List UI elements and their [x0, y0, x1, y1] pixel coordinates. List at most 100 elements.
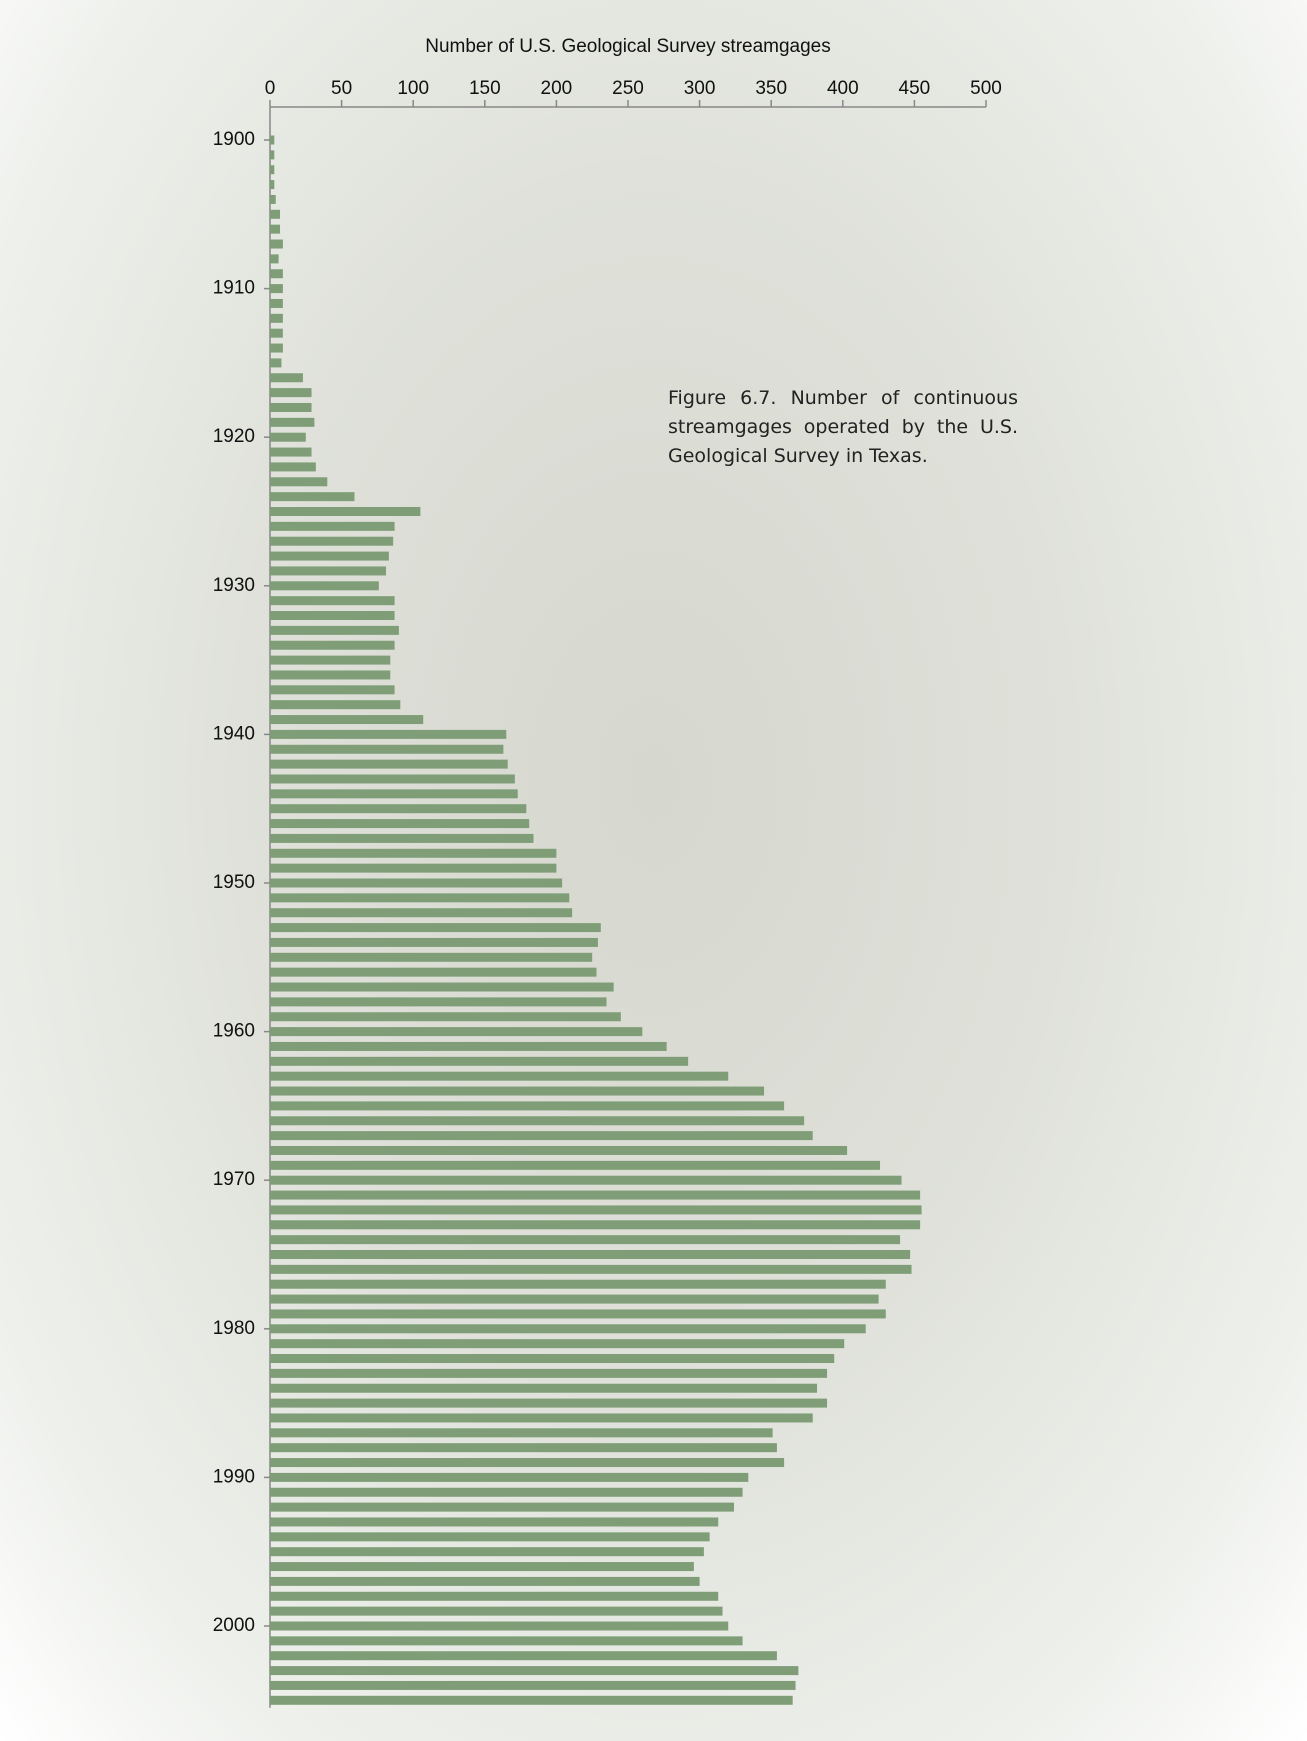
bar: [270, 774, 515, 784]
bar: [270, 744, 504, 754]
bar: [270, 1576, 700, 1586]
bar: [270, 209, 281, 219]
figure-caption: Figure 6.7. Number of continuous streamg…: [668, 387, 1018, 467]
y-tick-label: 1930: [213, 575, 255, 596]
bar: [270, 967, 597, 977]
bar: [270, 611, 395, 621]
bar: [270, 685, 395, 695]
bar: [270, 1131, 813, 1141]
bar: [270, 1368, 828, 1378]
bar: [270, 1487, 743, 1497]
bar: [270, 417, 315, 427]
bar: [270, 1309, 886, 1319]
bar: [270, 254, 279, 264]
bar: [270, 1666, 799, 1676]
x-tick-label: 0: [265, 78, 276, 99]
bar: [270, 700, 401, 710]
y-tick-label: 1900: [213, 129, 255, 150]
x-tick-label: 400: [827, 78, 859, 99]
bar: [270, 492, 355, 502]
bar: [270, 908, 573, 918]
x-tick-label: 350: [755, 78, 787, 99]
bar: [270, 239, 283, 249]
bar: [270, 848, 557, 858]
bar: [270, 1190, 921, 1200]
bar: [270, 1695, 793, 1705]
x-tick-label: 250: [612, 78, 644, 99]
bar: [270, 1562, 694, 1572]
bar: [270, 1324, 866, 1334]
bar: [270, 1413, 813, 1423]
bar: [270, 878, 563, 888]
bar: [270, 1428, 773, 1438]
bar: [270, 358, 282, 368]
bar: [270, 1101, 785, 1111]
bar: [270, 789, 518, 799]
bar: [270, 952, 593, 962]
bar: [270, 1443, 777, 1453]
bar: [270, 402, 312, 412]
bar: [270, 1235, 901, 1245]
bar: [270, 1621, 729, 1631]
bar: [270, 135, 275, 145]
bar: [270, 655, 391, 665]
bar: [270, 1086, 765, 1096]
y-tick-label: 1950: [213, 872, 255, 893]
bar: [270, 343, 283, 353]
bar: [270, 1279, 886, 1289]
bar: [270, 1145, 848, 1155]
bar: [270, 165, 275, 175]
bar: [270, 1160, 881, 1170]
bar: [270, 462, 316, 472]
bar: [270, 536, 394, 546]
bar: [270, 1383, 818, 1393]
bar: [270, 670, 391, 680]
bar: [270, 447, 312, 457]
bar: [270, 269, 283, 279]
x-tick-label: 300: [684, 78, 716, 99]
bar: [270, 1472, 749, 1482]
bar: [270, 566, 386, 576]
bar: [270, 328, 283, 338]
bar: [270, 729, 507, 739]
bar: [270, 1294, 879, 1304]
bar: [270, 596, 395, 606]
bar: [270, 373, 303, 383]
bar: [270, 863, 557, 873]
bar: [270, 997, 607, 1007]
bar: [270, 1264, 912, 1274]
bar: [270, 477, 328, 487]
bar: [270, 1175, 902, 1185]
bar: [270, 1502, 734, 1512]
bar: [270, 759, 508, 769]
bar: [270, 1339, 845, 1349]
y-tick-label: 1910: [213, 278, 255, 299]
bar: [270, 1056, 689, 1066]
x-tick-label: 450: [899, 78, 931, 99]
bar: [270, 640, 395, 650]
bar: [270, 1220, 921, 1230]
bar: [270, 224, 281, 234]
bar: [270, 1517, 719, 1527]
bar: [270, 150, 275, 160]
bar: [270, 284, 283, 294]
x-tick-label: 100: [397, 78, 429, 99]
bar: [270, 625, 399, 635]
bar: [270, 982, 614, 992]
bar: [270, 1250, 911, 1259]
bar: [270, 923, 601, 933]
bar: [270, 1354, 835, 1364]
x-axis-title: Number of U.S. Geological Survey streamg…: [425, 36, 831, 57]
bar: [270, 1532, 710, 1542]
bar: [270, 804, 527, 814]
bar: [270, 1591, 719, 1601]
bar: [270, 1606, 723, 1616]
bar: [270, 937, 598, 947]
bar: [270, 1116, 805, 1126]
bar: [270, 1458, 785, 1468]
bar: [270, 1012, 621, 1022]
y-tick-label: 1980: [213, 1318, 255, 1339]
bar: [270, 1651, 777, 1661]
x-tick-label: 500: [970, 78, 1002, 99]
